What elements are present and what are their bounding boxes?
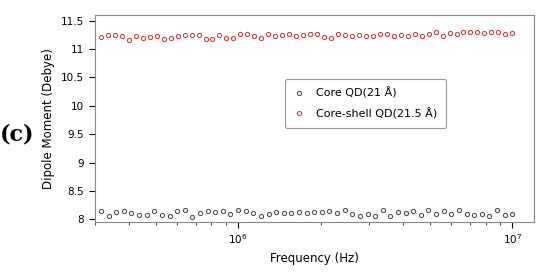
Core-shell QD(21.5 Å) <box>237 32 244 36</box>
X-axis label: Frequency (Hz): Frequency (Hz) <box>270 252 359 265</box>
Core-shell QD(21.5 Å) <box>244 32 251 35</box>
Core QD(21 Å) <box>509 212 516 215</box>
Core QD(21 Å) <box>174 210 181 213</box>
Legend: Core QD(21 Å), Core-shell QD(21.5 Å): Core QD(21 Å), Core-shell QD(21.5 Å) <box>285 79 446 128</box>
Core QD(21 Å) <box>265 212 272 216</box>
Core QD(21 Å) <box>143 213 150 217</box>
Core-shell QD(21.5 Å) <box>467 30 474 34</box>
Y-axis label: Dipole Moment (Debye): Dipole Moment (Debye) <box>42 48 55 189</box>
Core QD(21 Å) <box>189 215 195 218</box>
Core-shell QD(21.5 Å) <box>98 36 104 39</box>
Core-shell QD(21.5 Å) <box>509 31 516 35</box>
Core QD(21 Å) <box>181 208 188 211</box>
Core QD(21 Å) <box>98 209 104 213</box>
Core QD(21 Å) <box>479 212 485 215</box>
Core QD(21 Å) <box>212 210 219 214</box>
Core-shell QD(21.5 Å) <box>223 36 229 39</box>
Text: (c): (c) <box>0 123 35 145</box>
Core-shell QD(21.5 Å) <box>209 37 216 40</box>
Line: Core-shell QD(21.5 Å): Core-shell QD(21.5 Å) <box>99 30 514 42</box>
Core QD(21 Å) <box>501 214 508 217</box>
Core-shell QD(21.5 Å) <box>126 38 132 42</box>
Line: Core QD(21 Å): Core QD(21 Å) <box>99 207 514 219</box>
Core-shell QD(21.5 Å) <box>175 34 181 37</box>
Core-shell QD(21.5 Å) <box>362 34 369 38</box>
